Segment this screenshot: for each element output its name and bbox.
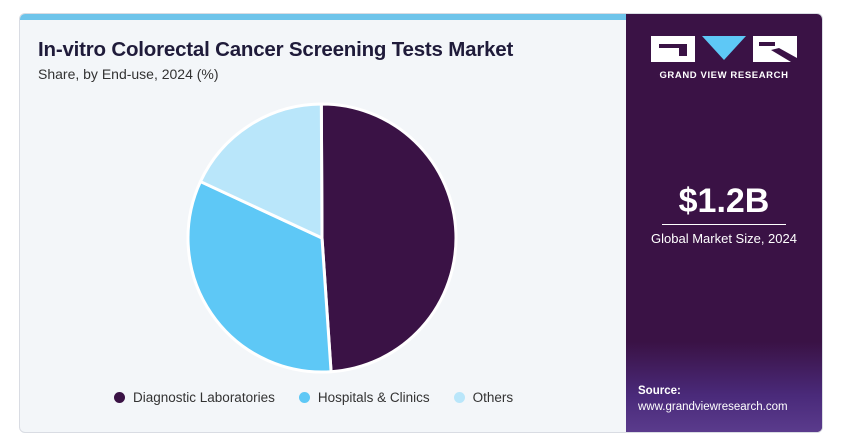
legend-item-others: Others bbox=[453, 390, 514, 405]
legend-label: Hospitals & Clinics bbox=[317, 390, 430, 405]
legend-marker bbox=[114, 392, 125, 403]
legend-label: Others bbox=[472, 390, 514, 405]
source-label: Source: bbox=[638, 385, 681, 397]
pie-chart bbox=[186, 102, 458, 374]
sidebar-footer-band bbox=[626, 342, 822, 432]
chart-card: In-vitro Colorectal Cancer Screening Tes… bbox=[19, 13, 823, 433]
legend-item-hospitals-clinics: Hospitals & Clinics bbox=[298, 390, 430, 405]
grand-view-research-logo-icon bbox=[651, 36, 797, 62]
pie-slice-others bbox=[198, 102, 324, 240]
chart-title: In-vitro Colorectal Cancer Screening Tes… bbox=[38, 38, 514, 61]
legend-item-diagnostic-laboratories: Diagnostic Laboratories bbox=[114, 390, 275, 405]
accent-bar bbox=[20, 14, 626, 20]
divider bbox=[662, 224, 786, 225]
brand-name: GRAND VIEW RESEARCH bbox=[659, 70, 789, 81]
market-size-label: Global Market Size, 2024 bbox=[651, 231, 797, 246]
market-size-value: $1.2B bbox=[678, 182, 770, 220]
chart-legend: Diagnostic Laboratories Hospitals & Clini… bbox=[114, 390, 537, 405]
legend-label: Diagnostic Laboratories bbox=[133, 390, 275, 405]
source-url[interactable]: www.grandviewresearch.com bbox=[638, 401, 788, 413]
chart-subtitle: Share, by End-use, 2024 (%) bbox=[38, 66, 219, 82]
legend-marker bbox=[298, 392, 310, 403]
pie-slice-diagnostic-laboratories bbox=[319, 102, 458, 374]
pie-slice-hospitals-clinics bbox=[186, 180, 333, 374]
legend-marker bbox=[453, 392, 465, 403]
sidebar-panel: GRAND VIEW RESEARCH $1.2B Global Market … bbox=[626, 14, 822, 432]
